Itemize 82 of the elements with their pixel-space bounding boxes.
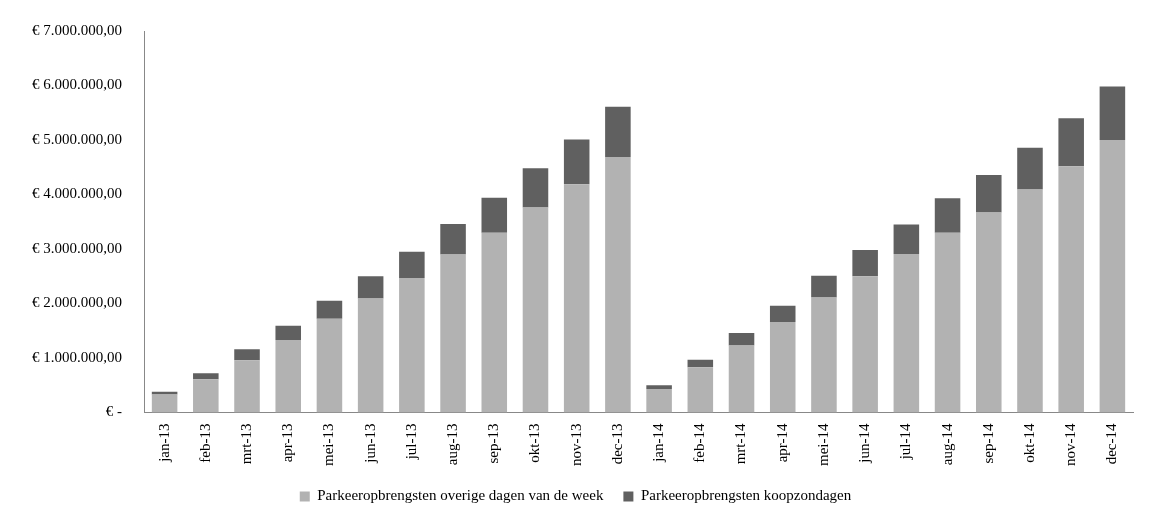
bar <box>769 305 796 323</box>
legend-label: Parkeeropbrengsten overige dagen van de week <box>317 487 604 504</box>
x-tick-label: okt-14 <box>1020 423 1037 463</box>
y-tick-label: € 6.000.000,00 <box>32 76 122 93</box>
bar <box>1058 166 1084 413</box>
y-tick-label: € 1.000.000,00 <box>32 348 122 365</box>
bar <box>275 340 301 413</box>
bar <box>522 168 549 208</box>
bar <box>605 106 631 157</box>
bar <box>151 391 178 395</box>
x-tick-label: mrt-14 <box>732 423 749 465</box>
x-tick-label: sep-13 <box>485 423 502 464</box>
bar <box>481 232 508 413</box>
bar <box>151 394 178 413</box>
x-tick-label: jul-13 <box>402 423 419 461</box>
bar <box>728 332 755 346</box>
x-tick-label: mei-13 <box>320 423 337 466</box>
bar <box>563 184 590 413</box>
x-tick-label: nov-13 <box>567 423 584 466</box>
bar <box>481 197 508 233</box>
bar <box>811 297 837 413</box>
x-tick-label: jun-13 <box>361 423 378 464</box>
bar <box>893 224 920 254</box>
bar <box>934 232 961 413</box>
x-tick-label: feb-14 <box>691 423 708 463</box>
bar <box>440 254 466 413</box>
bar <box>399 251 425 278</box>
bar <box>893 253 920 413</box>
bar <box>234 360 260 413</box>
x-tick-label: apr-14 <box>773 423 790 463</box>
y-tick-label: € 2.000.000,00 <box>32 294 122 311</box>
legend-label: Parkeeropbrengsten koopzondagen <box>640 487 852 504</box>
x-tick-label: dec-14 <box>1103 423 1120 465</box>
bar <box>646 389 672 413</box>
bar <box>357 276 384 299</box>
bar <box>193 379 219 413</box>
x-tick-label: apr-13 <box>279 423 296 463</box>
bar <box>687 359 714 368</box>
bar <box>357 298 384 413</box>
bar <box>769 322 796 413</box>
bar <box>1017 147 1043 190</box>
x-tick-label: aug-13 <box>444 423 460 466</box>
x-tick-label: jul-14 <box>897 423 914 461</box>
bar <box>687 367 714 413</box>
x-tick-label: jan-13 <box>155 423 172 463</box>
bar <box>316 300 343 319</box>
bar <box>399 277 425 413</box>
bar <box>193 373 219 380</box>
bar <box>852 276 878 413</box>
y-tick-label: € 3.000.000,00 <box>32 239 122 256</box>
bar <box>1099 140 1126 413</box>
bar <box>522 207 549 413</box>
bar <box>728 345 755 413</box>
y-tick-label: € 7.000.000,00 <box>32 21 122 38</box>
x-tick-label: okt-13 <box>526 423 543 463</box>
bar <box>646 385 672 390</box>
bar <box>275 325 301 341</box>
y-tick-label: € 4.000.000,00 <box>32 185 122 202</box>
x-tick-label: nov-14 <box>1062 423 1079 466</box>
bar <box>316 318 343 413</box>
x-tick-label: feb-13 <box>196 423 213 463</box>
bar <box>1017 189 1043 413</box>
x-tick-label: dec-13 <box>608 423 625 465</box>
bar <box>976 212 1002 413</box>
bar <box>934 198 961 233</box>
bar <box>440 223 466 255</box>
y-tick-label: € - <box>105 403 122 420</box>
y-tick-label: € 5.000.000,00 <box>32 130 122 147</box>
bar <box>1058 118 1084 167</box>
x-tick-label: jun-14 <box>856 423 873 464</box>
x-tick-label: sep-14 <box>979 423 996 464</box>
bar <box>811 275 837 298</box>
bar <box>976 174 1002 213</box>
bar <box>605 156 631 413</box>
bar <box>563 139 590 185</box>
x-tick-label: jan-14 <box>650 423 667 463</box>
bar <box>1099 86 1126 140</box>
x-tick-label: aug-14 <box>938 423 955 466</box>
bar <box>852 250 878 277</box>
x-tick-label: mei-14 <box>814 423 831 466</box>
x-tick-label: mrt-13 <box>237 423 254 465</box>
bar <box>234 349 260 361</box>
